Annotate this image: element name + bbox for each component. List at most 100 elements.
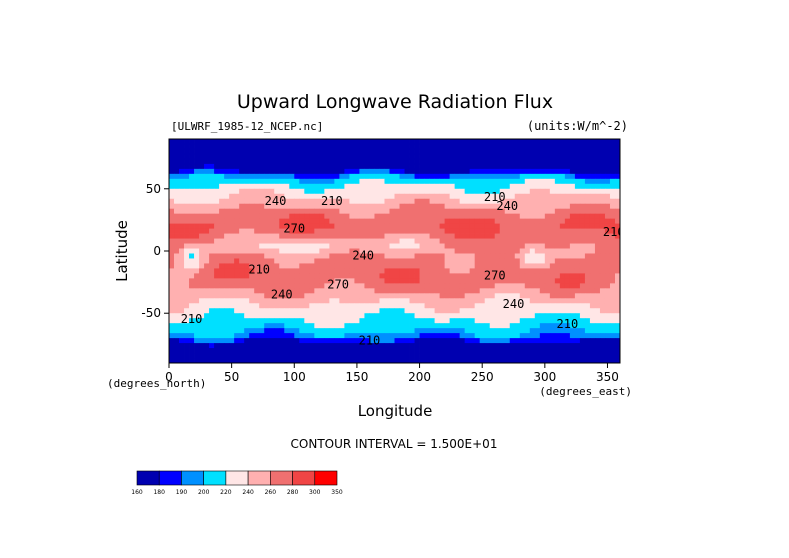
heatmap-cell bbox=[224, 333, 230, 339]
heatmap-cell bbox=[419, 293, 425, 299]
heatmap-cell bbox=[459, 228, 466, 234]
heatmap-cell bbox=[269, 208, 275, 215]
heatmap-cell bbox=[249, 263, 255, 269]
heatmap-cell bbox=[234, 218, 240, 225]
heatmap-cell bbox=[564, 148, 571, 155]
heatmap-cell bbox=[479, 153, 486, 160]
heatmap-cell bbox=[564, 223, 571, 229]
heatmap-cell bbox=[399, 323, 405, 329]
heatmap-cell bbox=[264, 263, 270, 269]
heatmap-cell bbox=[539, 248, 546, 254]
heatmap-cell bbox=[404, 253, 410, 259]
heatmap-cell bbox=[424, 338, 430, 344]
heatmap-cell bbox=[324, 353, 330, 359]
contour-label: 210 bbox=[321, 194, 343, 208]
heatmap-cell bbox=[584, 243, 591, 249]
heatmap-cell bbox=[174, 313, 180, 319]
heatmap-cell bbox=[424, 283, 430, 289]
heatmap-cell bbox=[539, 328, 546, 334]
heatmap-cell bbox=[584, 313, 591, 319]
heatmap-cell bbox=[429, 308, 435, 314]
heatmap-cell bbox=[274, 318, 280, 324]
heatmap-cell bbox=[304, 153, 310, 160]
heatmap-cell bbox=[459, 258, 466, 264]
heatmap-cell bbox=[524, 228, 531, 234]
heatmap-cell bbox=[514, 198, 521, 205]
heatmap-cell bbox=[574, 223, 581, 229]
heatmap-cell bbox=[214, 313, 220, 319]
heatmap-cell bbox=[214, 358, 220, 363]
heatmap-cell bbox=[174, 153, 180, 160]
heatmap-cell bbox=[209, 313, 215, 319]
heatmap-cell bbox=[299, 258, 305, 264]
heatmap-cell bbox=[469, 188, 476, 195]
heatmap-cell bbox=[439, 328, 446, 334]
heatmap-cell bbox=[479, 148, 486, 155]
heatmap-cell bbox=[534, 353, 541, 359]
heatmap-cell bbox=[524, 223, 531, 229]
heatmap-cell bbox=[319, 338, 325, 344]
heatmap-cell bbox=[609, 253, 616, 259]
heatmap-cell bbox=[409, 328, 415, 334]
heatmap-cell bbox=[174, 318, 180, 324]
heatmap-cell bbox=[359, 253, 365, 259]
colorbar-label: 190 bbox=[176, 489, 188, 496]
heatmap-cell bbox=[499, 283, 506, 289]
heatmap-cell bbox=[259, 258, 265, 264]
heatmap-cell bbox=[229, 328, 235, 334]
heatmap-cell bbox=[469, 258, 476, 264]
heatmap-cell bbox=[504, 193, 511, 200]
heatmap-cell bbox=[469, 313, 476, 319]
heatmap-cell bbox=[504, 253, 511, 259]
heatmap-cell bbox=[379, 148, 385, 155]
heatmap-cell bbox=[414, 233, 420, 239]
heatmap-cell bbox=[239, 139, 245, 145]
heatmap-cell bbox=[609, 348, 616, 354]
heatmap-cell bbox=[319, 148, 325, 155]
heatmap-cell bbox=[279, 333, 285, 339]
heatmap-cell bbox=[209, 288, 215, 294]
heatmap-cell bbox=[169, 323, 175, 329]
heatmap-cell bbox=[184, 208, 190, 215]
heatmap-cell bbox=[209, 273, 215, 279]
heatmap-cell bbox=[399, 183, 405, 190]
heatmap-cell bbox=[559, 318, 566, 324]
heatmap-cell bbox=[199, 358, 205, 363]
heatmap-cell bbox=[269, 153, 275, 160]
heatmap-cell bbox=[399, 263, 405, 269]
heatmap-cell bbox=[324, 208, 330, 215]
heatmap-cell bbox=[184, 193, 190, 200]
heatmap-cell bbox=[349, 343, 355, 349]
heatmap-cell bbox=[224, 323, 230, 329]
heatmap-cell bbox=[609, 318, 616, 324]
heatmap-cell bbox=[449, 253, 456, 259]
heatmap-cell bbox=[284, 273, 290, 279]
heatmap-cell bbox=[614, 243, 620, 249]
heatmap-cell bbox=[449, 178, 456, 185]
heatmap-cell bbox=[454, 338, 461, 344]
heatmap-cell bbox=[374, 258, 380, 264]
heatmap-cell bbox=[204, 263, 210, 269]
heatmap-cell bbox=[584, 213, 591, 220]
heatmap-cell bbox=[214, 158, 220, 165]
heatmap-cell bbox=[599, 328, 606, 334]
heatmap-cell bbox=[189, 293, 195, 299]
heatmap-cell bbox=[374, 263, 380, 269]
heatmap-cell bbox=[269, 338, 275, 344]
heatmap-cell bbox=[589, 243, 596, 249]
heatmap-cell bbox=[514, 213, 521, 220]
heatmap-cell bbox=[329, 228, 335, 234]
heatmap-cell bbox=[324, 178, 330, 185]
heatmap-cell bbox=[429, 358, 435, 363]
heatmap-cell bbox=[279, 338, 285, 344]
heatmap-cell bbox=[224, 298, 230, 304]
heatmap-cell bbox=[344, 358, 350, 363]
heatmap-cell bbox=[344, 278, 350, 284]
heatmap-cell bbox=[509, 193, 516, 200]
x-tick-label: 50 bbox=[224, 370, 239, 384]
heatmap-cell bbox=[349, 188, 355, 195]
heatmap-cell bbox=[344, 233, 350, 239]
heatmap-cell bbox=[184, 308, 190, 314]
heatmap-cell bbox=[334, 353, 340, 359]
heatmap-cell bbox=[349, 193, 355, 200]
